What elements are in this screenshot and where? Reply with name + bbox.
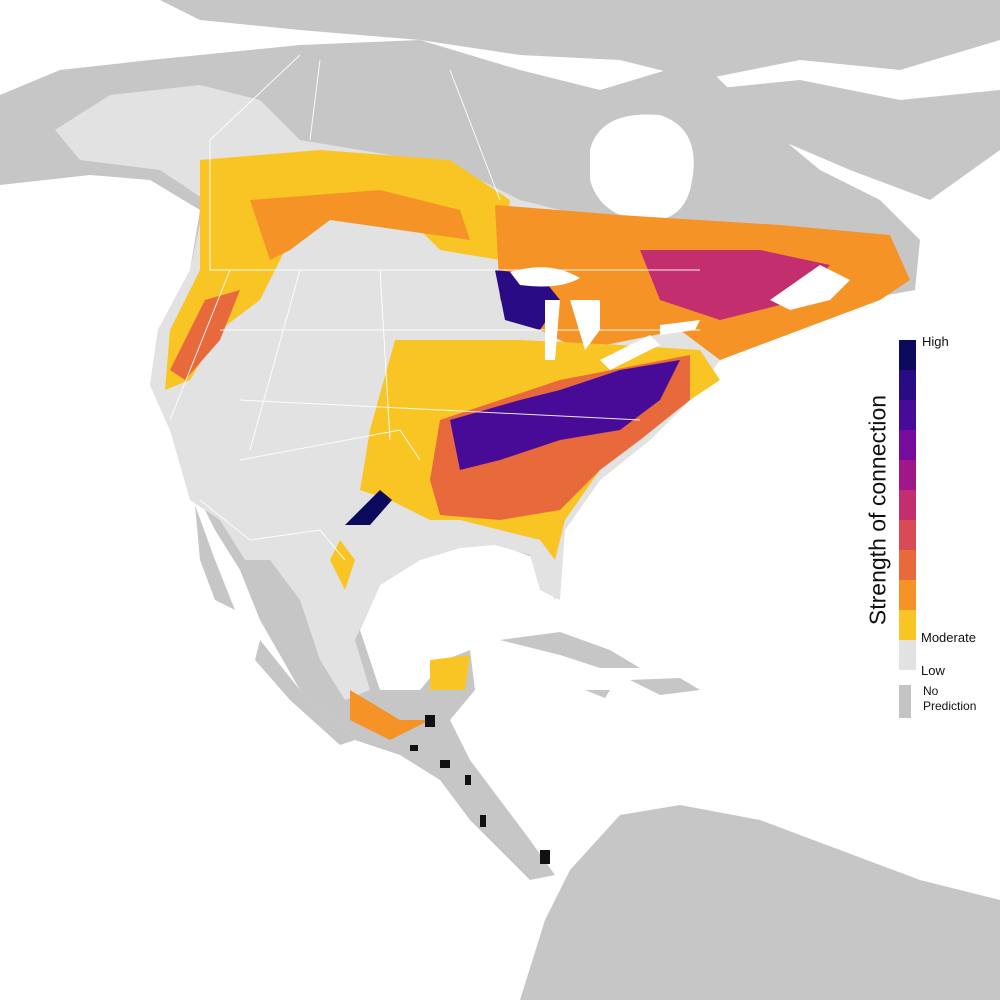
legend-scale-step <box>899 550 916 580</box>
legend-scale-step <box>899 610 916 640</box>
gulf-st-lawrence <box>770 265 850 310</box>
caribbean-islands <box>500 632 700 698</box>
legend-low-swatch <box>899 640 916 670</box>
legend-high-label: High <box>922 334 949 349</box>
legend-scale-step <box>899 430 916 460</box>
legend-scale-step <box>899 460 916 490</box>
legend-moderate-label: Moderate <box>921 630 976 645</box>
hudson-bay <box>590 114 694 221</box>
legend-scale-step <box>899 520 916 550</box>
no-prediction-line-1: No <box>923 684 939 698</box>
legend-scale-step <box>899 400 916 430</box>
legend-scale-step <box>899 490 916 520</box>
legend-low-label: Low <box>921 663 945 678</box>
political-borders <box>169 54 700 561</box>
south-america-land <box>520 805 1000 1000</box>
legend-color-scale <box>899 340 916 640</box>
legend-scale-step <box>899 580 916 610</box>
no-prediction-line-2: Prediction <box>923 699 977 713</box>
legend-title: Strength of connection <box>864 394 891 626</box>
legend-no-prediction-swatch <box>899 685 911 718</box>
legend-scale-step <box>899 370 916 400</box>
central-america-unknown <box>410 715 550 864</box>
legend-scale-step <box>899 340 916 370</box>
arctic-islands <box>160 0 1000 200</box>
legend-no-prediction-label: No Prediction <box>923 684 976 714</box>
